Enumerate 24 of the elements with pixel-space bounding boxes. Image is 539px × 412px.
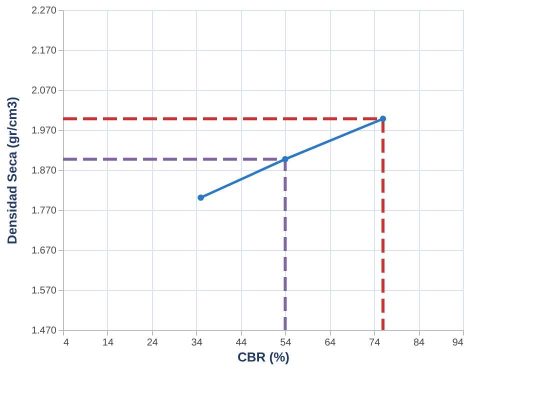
y-tick-label: 1.570 [31, 286, 57, 296]
point [380, 116, 386, 122]
y-tick-label: 1.470 [31, 326, 57, 336]
x-tick-label: 74 [369, 338, 381, 348]
y-tick-label: 2.170 [31, 46, 57, 56]
y-tick-label: 1.970 [31, 126, 57, 136]
point [198, 194, 204, 201]
y-tick-label: 1.870 [31, 166, 57, 176]
y-tick-label: 2.270 [31, 6, 57, 16]
x-tick-label: 64 [324, 338, 336, 348]
y-axis-title: Densidad Seca (gr/cm3) [4, 96, 20, 244]
x-tick-label: 4 [64, 338, 70, 348]
y-tick-label: 1.670 [31, 246, 57, 256]
point [282, 156, 288, 162]
x-tick-label: 24 [146, 338, 158, 348]
x-tick-label: 84 [413, 338, 426, 348]
x-tick-label: 94 [452, 338, 464, 348]
x-tick-label: 44 [236, 338, 248, 348]
y-tick-label: 1.770 [31, 206, 57, 216]
x-tick-label: 34 [191, 338, 203, 348]
x-axis-title: CBR (%) [238, 350, 290, 364]
y-tick-label: 2.070 [31, 86, 57, 96]
x-tick-label: 14 [102, 338, 114, 348]
x-tick-label: 54 [280, 338, 292, 348]
